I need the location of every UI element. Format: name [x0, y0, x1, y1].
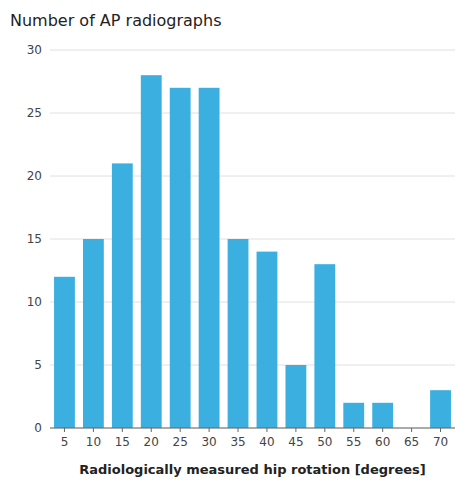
x-axis: 5 10 15 20 25 30 35 40 45 50 55 60 65 70 [50, 428, 455, 449]
x-tick [382, 428, 383, 432]
x-tick-label: 40 [259, 435, 274, 449]
x-tick-label: 60 [375, 435, 390, 449]
x-tick-label: 55 [346, 435, 361, 449]
x-tick-label: 15 [115, 435, 130, 449]
x-axis-line [50, 428, 455, 429]
bar [170, 88, 191, 428]
x-tick-label: 65 [404, 435, 419, 449]
x-tick [324, 428, 325, 432]
bar [54, 277, 75, 428]
bar [314, 264, 335, 428]
chart-container: 0 5 10 15 20 25 30 5 10 15 20 25 30 35 40 45 50 55 60 65 70 R… [0, 0, 471, 500]
x-tick [238, 428, 239, 432]
x-tick-label: 10 [86, 435, 101, 449]
bar [430, 390, 451, 428]
y-grid [50, 50, 455, 428]
x-tick-label: 20 [144, 435, 159, 449]
grid-line [50, 50, 455, 51]
x-tick [209, 428, 210, 432]
y-tick-label: 0 [34, 421, 42, 435]
x-tick [295, 428, 296, 432]
y-axis: 0 5 10 15 20 25 30 [27, 43, 42, 435]
grid-line [50, 176, 455, 177]
x-tick-label: 50 [317, 435, 332, 449]
y-tick-label: 10 [27, 295, 42, 309]
x-tick-label: 70 [433, 435, 448, 449]
x-tick-label: 25 [173, 435, 188, 449]
x-tick [122, 428, 123, 432]
bar [112, 163, 133, 428]
x-tick [411, 428, 412, 432]
grid-line [50, 428, 455, 429]
bar [83, 239, 104, 428]
grid-line [50, 302, 455, 303]
x-tick-label: 35 [230, 435, 245, 449]
x-tick [93, 428, 94, 432]
bar [343, 403, 364, 428]
page: {"chart_data": {"type": "bar", "title": … [0, 0, 471, 500]
x-tick-label: 45 [288, 435, 303, 449]
bars [54, 75, 451, 428]
x-tick [353, 428, 354, 432]
bar [257, 252, 278, 428]
bar [141, 75, 162, 428]
bar [372, 403, 393, 428]
chart-svg: 0 5 10 15 20 25 30 5 10 15 20 25 30 35 40 45 50 55 60 65 70 R… [0, 0, 471, 500]
y-tick-label: 25 [27, 106, 42, 120]
x-tick [266, 428, 267, 432]
y-tick-label: 20 [27, 169, 42, 183]
x-tick [151, 428, 152, 432]
y-tick-label: 30 [27, 43, 42, 57]
x-tick [64, 428, 65, 432]
x-tick [180, 428, 181, 432]
bar [199, 88, 220, 428]
x-tick [440, 428, 441, 432]
y-tick-label: 5 [34, 358, 42, 372]
x-tick-label: 5 [61, 435, 69, 449]
y-tick-label: 15 [27, 232, 42, 246]
bar [285, 365, 306, 428]
plot-area: 0 5 10 15 20 25 30 5 10 15 20 25 30 35 40 45 50 55 60 65 70 R… [27, 43, 455, 478]
x-axis-label: Radiologically measured hip rotation [de… [79, 462, 426, 477]
chart-title: Number of AP radiographs [10, 11, 222, 30]
grid-line [50, 239, 455, 240]
grid-line [50, 365, 455, 366]
bar [228, 239, 249, 428]
grid-line [50, 113, 455, 114]
x-tick-label: 30 [201, 435, 216, 449]
